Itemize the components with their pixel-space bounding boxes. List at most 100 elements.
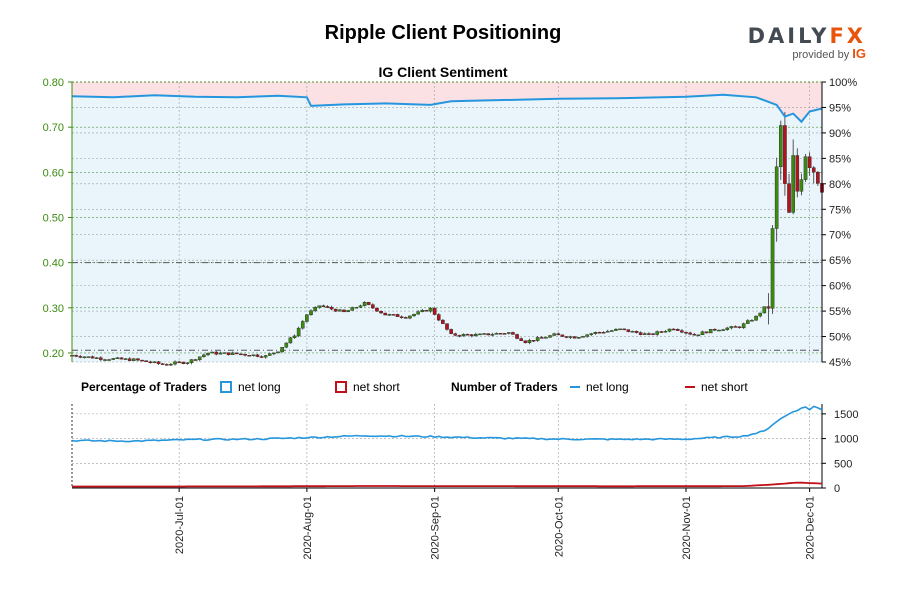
candle-body	[680, 330, 684, 333]
candle-body	[667, 328, 672, 332]
candle-body	[74, 355, 78, 357]
candle-body	[86, 356, 91, 358]
candle-body	[202, 354, 206, 357]
candle-body	[412, 313, 416, 317]
candle-body	[292, 335, 297, 338]
candle-body	[420, 310, 425, 312]
candle-body	[787, 183, 791, 213]
candle-body	[478, 333, 482, 336]
candle-body	[94, 357, 99, 359]
candle-body	[605, 330, 610, 333]
legend-pct-title: Percentage of Traders	[81, 380, 208, 394]
candle-body	[362, 301, 367, 307]
candle-body	[626, 329, 631, 332]
candle-body	[82, 356, 87, 359]
candle-body	[770, 228, 775, 309]
candle-body	[593, 331, 598, 334]
candle-body	[321, 305, 326, 307]
pct-tick-label: 90%	[829, 128, 851, 140]
candle-body	[700, 331, 705, 336]
candle-body	[461, 334, 466, 337]
candle-body	[490, 334, 495, 336]
candle-body	[272, 352, 276, 355]
price-tick-label: 0.30	[43, 303, 64, 315]
candle-body	[375, 307, 379, 312]
candle-body	[795, 155, 800, 192]
date-tick-label: 2020-Aug-01	[302, 496, 314, 560]
candle-body	[696, 334, 701, 337]
candle-body	[317, 305, 322, 308]
candle-body	[119, 357, 124, 360]
pct-tick-label: 75%	[829, 204, 851, 216]
candle-body	[193, 359, 198, 361]
candle-body	[527, 340, 532, 343]
candle-body	[589, 333, 594, 335]
candle-body	[251, 354, 256, 357]
candle-body	[762, 306, 767, 314]
candle-body	[428, 307, 433, 312]
candle-body	[276, 351, 280, 354]
candle-body	[99, 357, 103, 360]
candle-body	[502, 333, 507, 335]
candle-body	[552, 333, 556, 336]
candle-body	[132, 358, 136, 361]
candle-body	[280, 347, 284, 353]
candle-body	[115, 357, 120, 359]
pct-tick-label: 95%	[829, 102, 851, 114]
candle-body	[783, 125, 787, 184]
candle-body	[325, 306, 330, 308]
candle-body	[379, 310, 383, 314]
candle-body	[206, 352, 210, 356]
candle-body	[255, 354, 260, 357]
candle-body	[156, 361, 161, 364]
candle-body	[288, 337, 293, 344]
candle-body	[774, 166, 779, 229]
candle-body	[144, 360, 148, 363]
candle-body	[432, 307, 437, 315]
candle-body	[173, 361, 177, 365]
count-tick-label: 0	[834, 483, 840, 495]
candle-body	[494, 333, 499, 335]
candle-body	[610, 330, 614, 332]
chart-title: Ripple Client Positioning	[324, 22, 562, 44]
candle-body	[333, 308, 338, 312]
price-tick-label: 0.60	[43, 167, 64, 179]
pct-tick-label: 50%	[829, 332, 851, 344]
candle-body	[329, 306, 334, 310]
pct-tick-label: 100%	[829, 77, 857, 89]
candle-body	[663, 331, 668, 333]
candle-body	[263, 355, 268, 358]
candle-body	[239, 353, 243, 356]
candle-body	[482, 333, 486, 335]
legend-pct-net-short: net short	[335, 380, 400, 396]
candle-body	[758, 312, 762, 317]
candle-body	[395, 314, 400, 317]
candle-body	[531, 340, 536, 342]
candle-body	[416, 311, 420, 315]
candle-body	[585, 334, 589, 337]
candle-body	[358, 305, 363, 308]
legend-pct-net-long: net long	[220, 380, 281, 396]
candle-body	[268, 353, 272, 356]
candle-body	[647, 333, 651, 335]
candle-body	[136, 358, 140, 361]
candle-body	[197, 356, 202, 360]
candle-body	[601, 332, 606, 334]
candle-body	[498, 333, 503, 335]
candle-body	[169, 363, 173, 366]
net-long-line-swatch	[570, 386, 580, 388]
candle-body	[713, 329, 717, 331]
candle-body	[230, 352, 235, 355]
traders-panel: 0 500 1000 1500	[71, 404, 858, 495]
candle-body	[185, 362, 190, 364]
count-tick-label: 1000	[834, 434, 858, 446]
logo-ig-text: IG	[852, 46, 866, 61]
candle-body	[486, 333, 491, 336]
logo-daily-text: DAILY	[747, 24, 830, 48]
candle-body	[350, 307, 355, 311]
candle-body	[465, 334, 470, 336]
candle-body	[338, 309, 342, 312]
candle-body	[354, 307, 359, 309]
price-tick-label: 0.50	[43, 212, 64, 224]
candle-body	[692, 334, 697, 336]
